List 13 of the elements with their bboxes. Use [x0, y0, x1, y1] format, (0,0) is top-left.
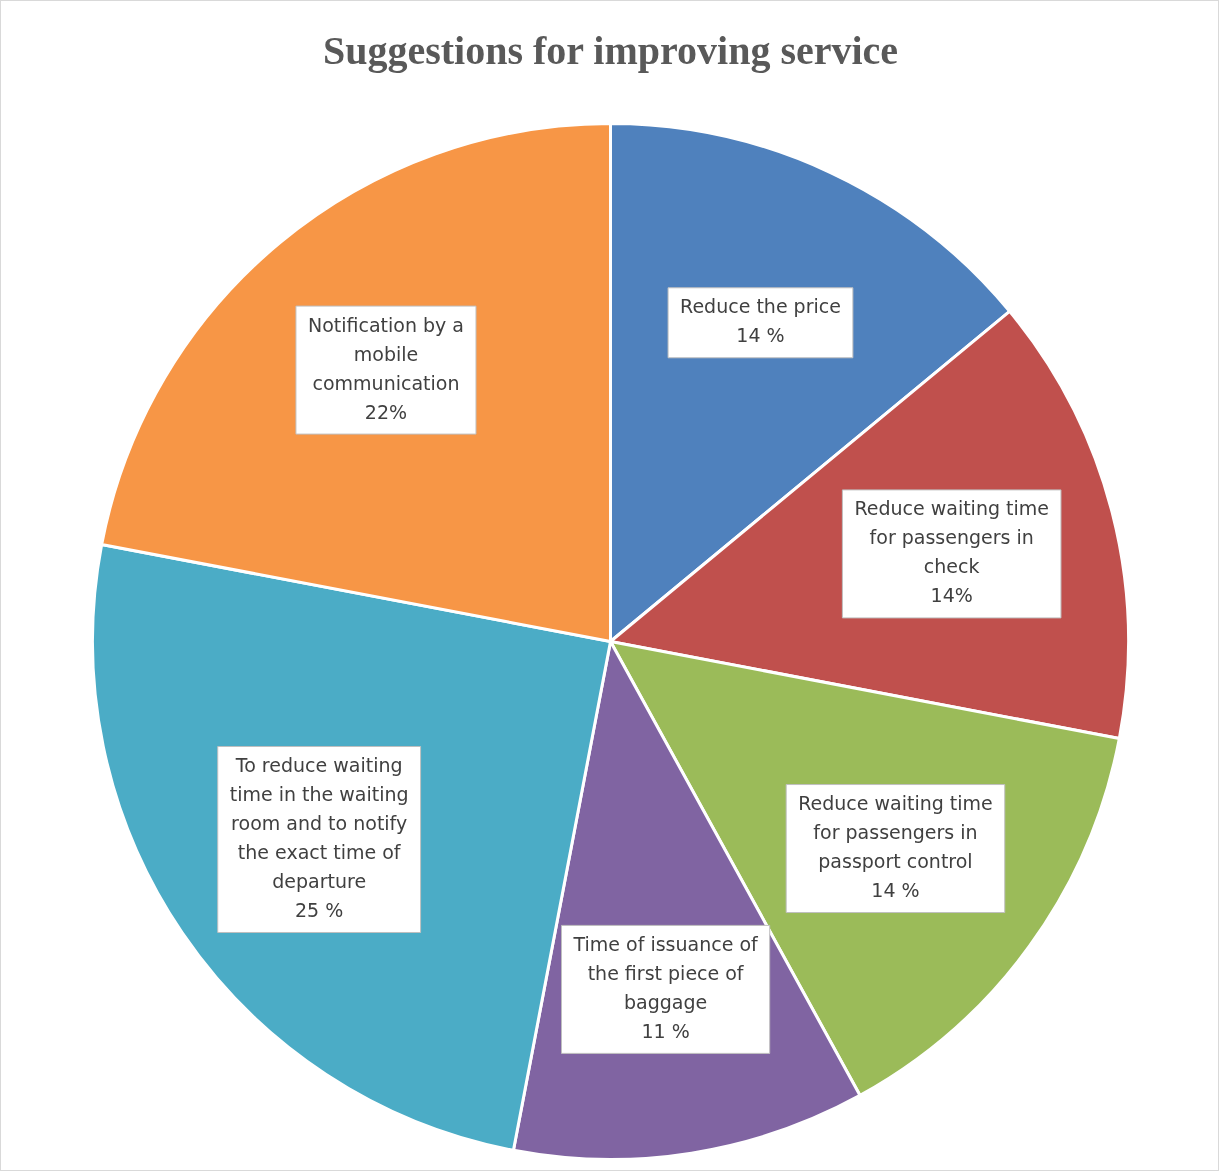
slice-label: Reduce waiting time for passengers in check	[854, 497, 1049, 578]
data-label: 11 %	[641, 1019, 690, 1042]
slice-label: Time of issuance of the first piece of baggage	[572, 932, 759, 1013]
data-label: 14 %	[736, 324, 785, 347]
slice-label: Reduce waiting time for passengers in passport control	[798, 791, 993, 872]
chart-title: Suggestions for improving service	[321, 27, 900, 74]
slice-label: To reduce waiting time in the waiting room and to notify the exact time of departure	[229, 753, 409, 892]
data-label: 14%	[930, 584, 973, 607]
slice-label: Reduce the price	[680, 295, 841, 318]
data-label: 14 %	[871, 878, 920, 901]
data-label: 22%	[364, 400, 408, 423]
data-label: 25 %	[295, 898, 344, 921]
slice-label: Notification by a mobile communication	[307, 313, 464, 394]
